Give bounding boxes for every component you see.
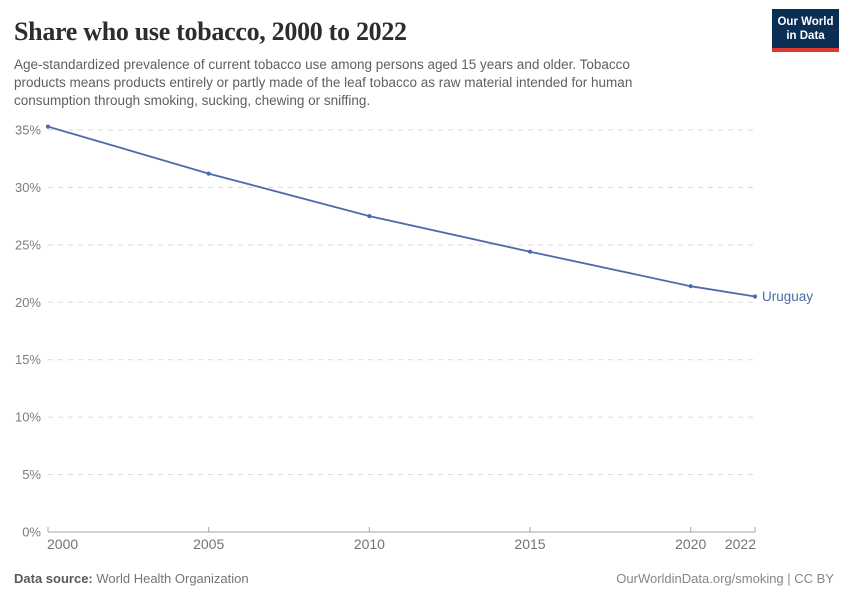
y-tick-label: 10% — [15, 410, 41, 425]
data-point-uruguay-2010[interactable] — [367, 214, 372, 219]
data-source-label: Data source: — [14, 571, 93, 586]
y-tick-label: 15% — [15, 352, 41, 367]
series-label-uruguay[interactable]: Uruguay — [762, 289, 813, 304]
owid-logo[interactable]: Our World in Data — [772, 9, 839, 52]
data-point-uruguay-2015[interactable] — [527, 249, 533, 254]
y-tick-label: 0% — [22, 525, 41, 540]
x-tick-label: 2015 — [514, 536, 545, 552]
chart-subtitle: Age-standardized prevalence of current t… — [14, 57, 633, 109]
x-tick-label: 2010 — [354, 536, 385, 552]
data-point-uruguay-2022[interactable] — [752, 294, 758, 299]
data-point-uruguay-2000[interactable] — [45, 124, 51, 129]
y-tick-label: 35% — [15, 123, 41, 138]
data-point-uruguay-2005[interactable] — [206, 171, 211, 176]
line-series-uruguay[interactable] — [47, 125, 756, 298]
owid-logo-line1: Our World — [777, 16, 834, 28]
x-tick-label: 2000 — [47, 536, 78, 552]
x-tick-label: 2020 — [675, 536, 706, 552]
chart-footer: Data source: World Health Organization O… — [14, 571, 834, 586]
y-tick-label: 5% — [22, 467, 41, 482]
y-tick-label: 20% — [15, 295, 41, 310]
chart-title: Share who use tobacco, 2000 to 2022 — [14, 17, 407, 46]
attribution-link[interactable]: OurWorldinData.org/smoking | CC BY — [616, 571, 834, 586]
x-tick-label: 2022 — [725, 536, 756, 552]
y-tick-label: 30% — [15, 180, 41, 195]
y-tick-label: 25% — [15, 237, 41, 252]
data-point-uruguay-2020[interactable] — [688, 284, 693, 289]
owid-logo-box: Our World in Data — [772, 9, 839, 48]
owid-logo-accent-bar — [772, 48, 839, 52]
data-source-value: World Health Organization — [96, 571, 249, 586]
chart-header: Share who use tobacco, 2000 to 2022 Age-… — [14, 16, 754, 110]
data-source: Data source: World Health Organization — [14, 571, 249, 586]
owid-logo-line2: in Data — [786, 30, 825, 42]
x-tick-label: 2005 — [193, 536, 224, 552]
